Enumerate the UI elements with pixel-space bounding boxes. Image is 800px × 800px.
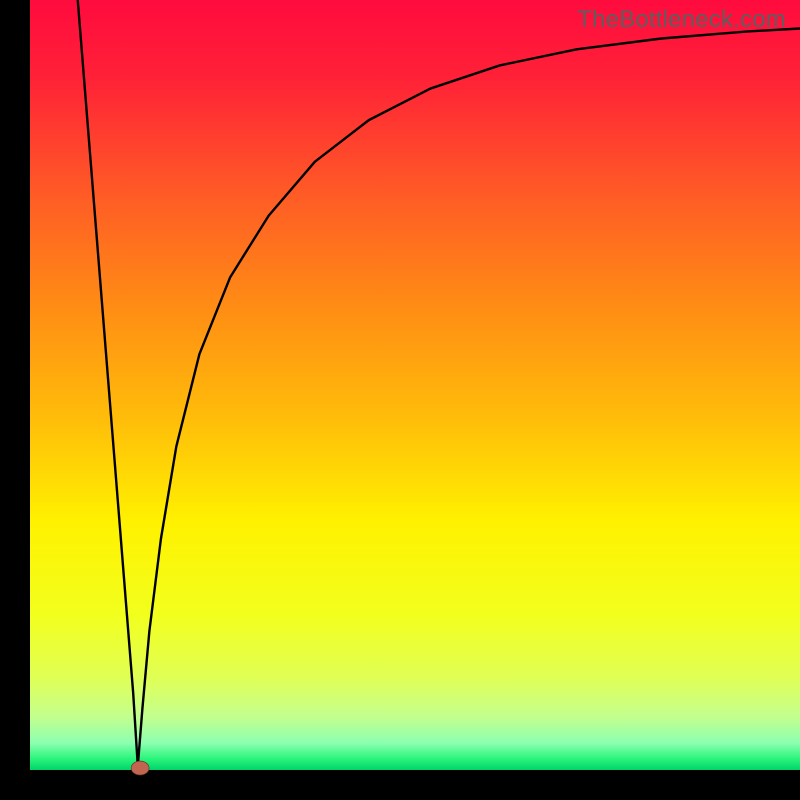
bottleneck-chart: [0, 0, 800, 800]
watermark-text: TheBottleneck.com: [577, 6, 786, 34]
plot-area: [30, 0, 800, 770]
chart-container: TheBottleneck.com: [0, 0, 800, 800]
minimum-marker: [131, 761, 149, 775]
